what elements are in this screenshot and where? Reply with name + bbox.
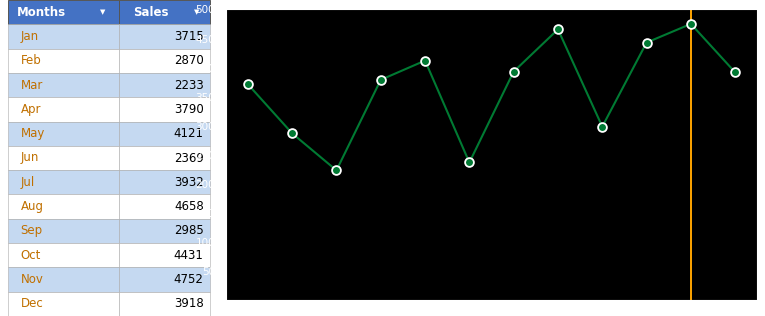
Text: 3932: 3932: [174, 176, 203, 189]
Text: ▼: ▼: [99, 9, 105, 15]
Bar: [119, 267, 210, 292]
Bar: [119, 292, 210, 316]
Point: [729, 70, 741, 75]
Text: Mar: Mar: [21, 79, 43, 92]
Bar: [119, 73, 210, 97]
Text: Oct: Oct: [21, 249, 41, 262]
Text: 3918: 3918: [174, 297, 203, 310]
Bar: [8, 292, 119, 316]
Bar: [8, 122, 119, 146]
Bar: [8, 73, 119, 97]
Text: 2369: 2369: [174, 151, 203, 165]
Text: 2985: 2985: [174, 224, 203, 237]
Bar: [8, 243, 119, 267]
Point: [552, 27, 564, 32]
Text: Nov: Nov: [21, 273, 44, 286]
Point: [242, 82, 254, 87]
Bar: [119, 170, 210, 194]
Bar: [119, 122, 210, 146]
Text: 2870: 2870: [174, 54, 203, 67]
Bar: [8, 170, 119, 194]
Bar: [8, 97, 119, 122]
Bar: [119, 49, 210, 73]
Point: [419, 58, 431, 63]
Text: Jun: Jun: [21, 151, 39, 165]
Text: 4658: 4658: [174, 200, 203, 213]
Bar: [119, 0, 210, 24]
Point: [685, 21, 697, 27]
Bar: [8, 24, 119, 49]
Bar: [8, 267, 119, 292]
Title: Sales Over Year: Sales Over Year: [431, 0, 552, 6]
Point: [596, 124, 608, 129]
Text: 3715: 3715: [174, 30, 203, 43]
Bar: [8, 0, 119, 24]
Text: Jul: Jul: [21, 176, 35, 189]
Text: 4431: 4431: [174, 249, 203, 262]
Text: Dec: Dec: [21, 297, 44, 310]
Text: 3790: 3790: [174, 103, 203, 116]
Bar: [119, 146, 210, 170]
Point: [375, 77, 387, 82]
Text: Apr: Apr: [21, 103, 41, 116]
Bar: [119, 243, 210, 267]
Bar: [8, 49, 119, 73]
Point: [286, 131, 298, 136]
Bar: [8, 194, 119, 219]
Text: ▼: ▼: [194, 9, 199, 15]
Bar: [119, 219, 210, 243]
Text: Sales: Sales: [133, 6, 168, 19]
Text: Feb: Feb: [21, 54, 41, 67]
Point: [464, 160, 476, 165]
Text: 4121: 4121: [174, 127, 203, 140]
Bar: [8, 146, 119, 170]
Point: [507, 69, 519, 74]
Point: [330, 168, 343, 173]
Text: 4752: 4752: [174, 273, 203, 286]
Text: Jan: Jan: [21, 30, 39, 43]
Bar: [119, 97, 210, 122]
Text: 2233: 2233: [174, 79, 203, 92]
Text: May: May: [21, 127, 45, 140]
Text: Aug: Aug: [21, 200, 44, 213]
Bar: [8, 219, 119, 243]
Bar: [119, 194, 210, 219]
Text: Months: Months: [17, 6, 66, 19]
Text: Sep: Sep: [21, 224, 43, 237]
Point: [640, 40, 653, 45]
Bar: [119, 24, 210, 49]
